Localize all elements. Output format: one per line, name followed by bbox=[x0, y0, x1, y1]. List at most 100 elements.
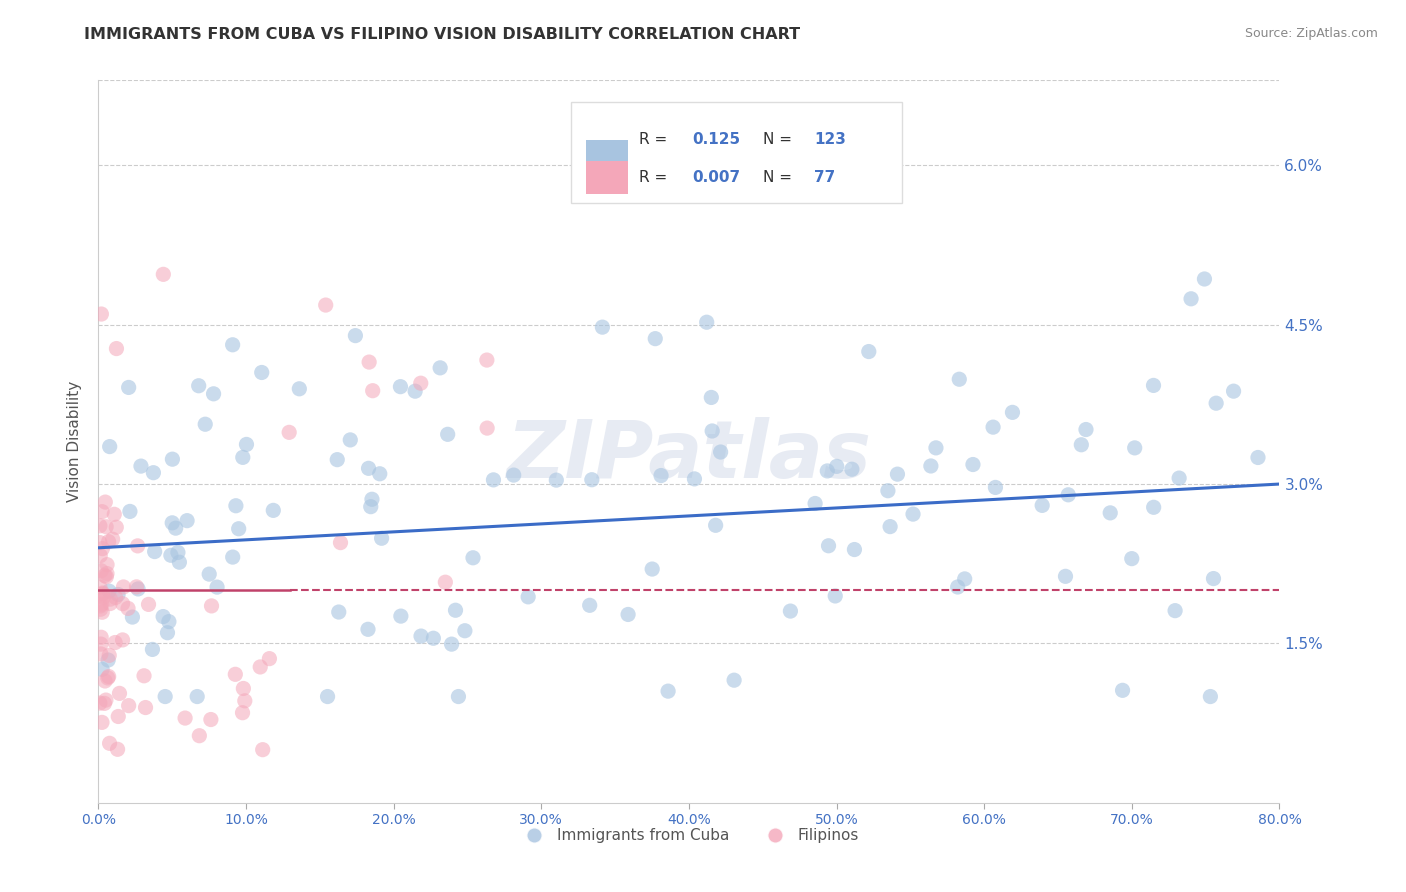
Point bbox=[404, 384, 426, 399]
Point bbox=[98, 440, 121, 454]
Point bbox=[118, 698, 141, 713]
Point bbox=[98, 648, 121, 663]
Point bbox=[233, 694, 256, 708]
Point bbox=[108, 686, 131, 700]
Point bbox=[316, 690, 339, 704]
Point bbox=[200, 599, 222, 613]
Point bbox=[326, 452, 349, 467]
Point bbox=[482, 473, 505, 487]
Point bbox=[578, 599, 600, 613]
Point bbox=[129, 459, 152, 474]
Point bbox=[104, 635, 127, 649]
Point bbox=[357, 461, 380, 475]
Point bbox=[1111, 683, 1133, 698]
Point bbox=[91, 591, 114, 605]
Point bbox=[90, 597, 112, 611]
Point bbox=[93, 697, 115, 711]
Point bbox=[817, 539, 839, 553]
Point bbox=[249, 660, 271, 674]
Point bbox=[105, 342, 128, 356]
Point bbox=[422, 632, 444, 646]
Point bbox=[877, 483, 900, 498]
Point bbox=[91, 505, 114, 519]
Point bbox=[370, 531, 392, 545]
Point bbox=[779, 604, 801, 618]
Point bbox=[188, 729, 211, 743]
Point bbox=[90, 602, 112, 616]
Point bbox=[112, 580, 135, 594]
Text: R =: R = bbox=[640, 132, 668, 147]
Point bbox=[194, 417, 217, 432]
Point bbox=[339, 433, 361, 447]
Point bbox=[89, 588, 111, 602]
Point bbox=[981, 420, 1004, 434]
Point bbox=[361, 492, 384, 507]
Point bbox=[278, 425, 301, 440]
Point bbox=[111, 597, 134, 611]
Text: N =: N = bbox=[763, 132, 793, 147]
Point bbox=[90, 647, 112, 661]
Point bbox=[879, 519, 901, 533]
Text: 0.125: 0.125 bbox=[693, 132, 741, 147]
Point bbox=[96, 558, 118, 572]
Point bbox=[1099, 506, 1122, 520]
Point bbox=[125, 580, 148, 594]
Point bbox=[100, 592, 122, 607]
Point bbox=[111, 632, 134, 647]
Point bbox=[104, 591, 127, 605]
Point bbox=[368, 467, 391, 481]
Point bbox=[288, 382, 311, 396]
Point bbox=[650, 468, 672, 483]
Text: N =: N = bbox=[763, 170, 793, 185]
Point bbox=[91, 605, 114, 619]
Point bbox=[202, 386, 225, 401]
Point bbox=[700, 391, 723, 405]
Text: 123: 123 bbox=[814, 132, 846, 147]
Point bbox=[118, 504, 141, 518]
Point bbox=[389, 609, 412, 624]
Point bbox=[89, 549, 111, 563]
Point bbox=[946, 580, 969, 594]
Point bbox=[107, 709, 129, 723]
Point bbox=[328, 605, 350, 619]
Point bbox=[160, 549, 183, 563]
Point bbox=[96, 566, 118, 581]
Point bbox=[429, 360, 451, 375]
Point bbox=[1143, 500, 1166, 515]
Point bbox=[97, 669, 120, 683]
Point bbox=[454, 624, 477, 638]
Point bbox=[475, 421, 498, 435]
Point bbox=[97, 653, 120, 667]
Point bbox=[1057, 488, 1080, 502]
Point bbox=[157, 615, 180, 629]
Point bbox=[657, 684, 679, 698]
Point bbox=[824, 589, 846, 603]
Point bbox=[127, 582, 149, 596]
Point bbox=[101, 532, 124, 546]
Point bbox=[91, 662, 114, 676]
Point bbox=[89, 696, 111, 710]
Point bbox=[447, 690, 470, 704]
Point bbox=[141, 642, 163, 657]
Point bbox=[169, 555, 191, 569]
Point bbox=[200, 713, 222, 727]
Point bbox=[198, 567, 221, 582]
Point bbox=[409, 376, 432, 391]
FancyBboxPatch shape bbox=[571, 102, 901, 203]
Point bbox=[315, 298, 337, 312]
Point bbox=[517, 590, 540, 604]
Point bbox=[186, 690, 208, 704]
Point bbox=[696, 315, 718, 329]
Point bbox=[329, 535, 352, 549]
Point bbox=[252, 742, 274, 756]
Point bbox=[94, 693, 117, 707]
Point bbox=[135, 700, 157, 714]
Text: 0.007: 0.007 bbox=[693, 170, 741, 185]
Point bbox=[89, 580, 111, 594]
Point bbox=[357, 623, 380, 637]
Point bbox=[436, 427, 458, 442]
Point bbox=[93, 568, 115, 582]
Point bbox=[546, 473, 568, 487]
Point bbox=[235, 437, 257, 451]
Point bbox=[641, 562, 664, 576]
